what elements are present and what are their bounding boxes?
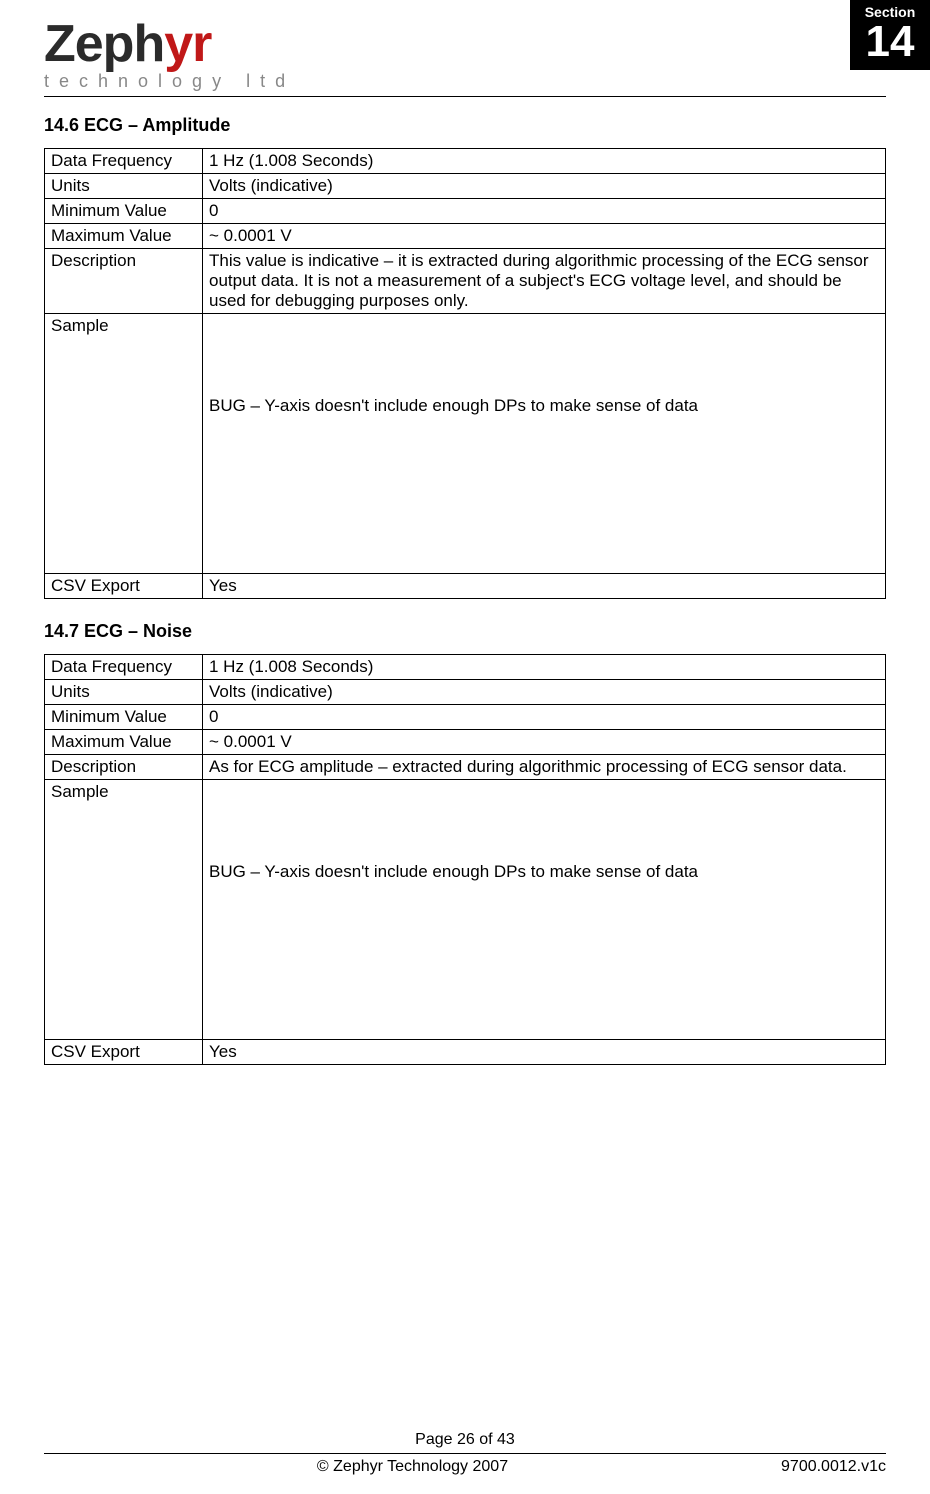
table-row: Maximum Value ~ 0.0001 V <box>45 224 886 249</box>
cell-value: As for ECG amplitude – extracted during … <box>203 755 886 780</box>
cell-label: Sample <box>45 780 203 1040</box>
cell-label: Minimum Value <box>45 199 203 224</box>
page-footer: Page 26 of 43 © Zephyr Technology 2007 9… <box>44 1431 886 1476</box>
cell-label: CSV Export <box>45 1040 203 1065</box>
table-row: CSV Export Yes <box>45 574 886 599</box>
page: Zephyr technology ltd Section 14 14.6 EC… <box>0 0 930 1494</box>
cell-label: Data Frequency <box>45 655 203 680</box>
logo-main-right: yr <box>164 15 211 73</box>
footer-line2: © Zephyr Technology 2007 9700.0012.v1c <box>44 1453 886 1476</box>
cell-value: ~ 0.0001 V <box>203 730 886 755</box>
cell-value: 1 Hz (1.008 Seconds) <box>203 149 886 174</box>
footer-docnum: 9700.0012.v1c <box>781 1458 886 1476</box>
cell-label: CSV Export <box>45 574 203 599</box>
sample-note: BUG – Y-axis doesn't include enough DPs … <box>209 782 879 882</box>
section-badge: Section 14 <box>850 0 930 70</box>
section-heading: 14.7 ECG – Noise <box>44 621 886 642</box>
cell-label: Units <box>45 174 203 199</box>
logo-main-left: Zeph <box>44 15 164 73</box>
cell-value: 0 <box>203 199 886 224</box>
section-heading: 14.6 ECG – Amplitude <box>44 115 886 136</box>
footer-copyright: © Zephyr Technology 2007 <box>44 1458 781 1476</box>
cell-label: Units <box>45 680 203 705</box>
cell-value: ~ 0.0001 V <box>203 224 886 249</box>
table-row: Units Volts (indicative) <box>45 680 886 705</box>
logo-main: Zephyr <box>44 18 295 70</box>
logo: Zephyr technology ltd <box>44 18 295 90</box>
table-row: Data Frequency 1 Hz (1.008 Seconds) <box>45 149 886 174</box>
table-row: Sample BUG – Y-axis doesn't include enou… <box>45 780 886 1040</box>
cell-label: Sample <box>45 314 203 574</box>
sample-note: BUG – Y-axis doesn't include enough DPs … <box>209 316 879 416</box>
logo-sub: technology ltd <box>44 72 295 90</box>
cell-value: Yes <box>203 1040 886 1065</box>
cell-value: Volts (indicative) <box>203 174 886 199</box>
table-row: Units Volts (indicative) <box>45 174 886 199</box>
cell-value: Yes <box>203 574 886 599</box>
cell-label: Description <box>45 249 203 314</box>
table-row: Maximum Value ~ 0.0001 V <box>45 730 886 755</box>
cell-value: Volts (indicative) <box>203 680 886 705</box>
cell-label: Maximum Value <box>45 730 203 755</box>
table-row: Description As for ECG amplitude – extra… <box>45 755 886 780</box>
cell-value: 0 <box>203 705 886 730</box>
cell-value: BUG – Y-axis doesn't include enough DPs … <box>203 780 886 1040</box>
spec-table-noise: Data Frequency 1 Hz (1.008 Seconds) Unit… <box>44 654 886 1065</box>
spec-table-amplitude: Data Frequency 1 Hz (1.008 Seconds) Unit… <box>44 148 886 599</box>
footer-page: Page 26 of 43 <box>44 1431 886 1453</box>
cell-value: This value is indicative – it is extract… <box>203 249 886 314</box>
table-row: Description This value is indicative – i… <box>45 249 886 314</box>
cell-label: Data Frequency <box>45 149 203 174</box>
section-number: 14 <box>850 20 930 64</box>
cell-label: Minimum Value <box>45 705 203 730</box>
table-row: Sample BUG – Y-axis doesn't include enou… <box>45 314 886 574</box>
table-row: Minimum Value 0 <box>45 199 886 224</box>
table-row: Minimum Value 0 <box>45 705 886 730</box>
cell-label: Maximum Value <box>45 224 203 249</box>
table-row: Data Frequency 1 Hz (1.008 Seconds) <box>45 655 886 680</box>
cell-label: Description <box>45 755 203 780</box>
cell-value: 1 Hz (1.008 Seconds) <box>203 655 886 680</box>
table-row: CSV Export Yes <box>45 1040 886 1065</box>
page-header: Zephyr technology ltd Section 14 <box>44 18 886 97</box>
cell-value: BUG – Y-axis doesn't include enough DPs … <box>203 314 886 574</box>
